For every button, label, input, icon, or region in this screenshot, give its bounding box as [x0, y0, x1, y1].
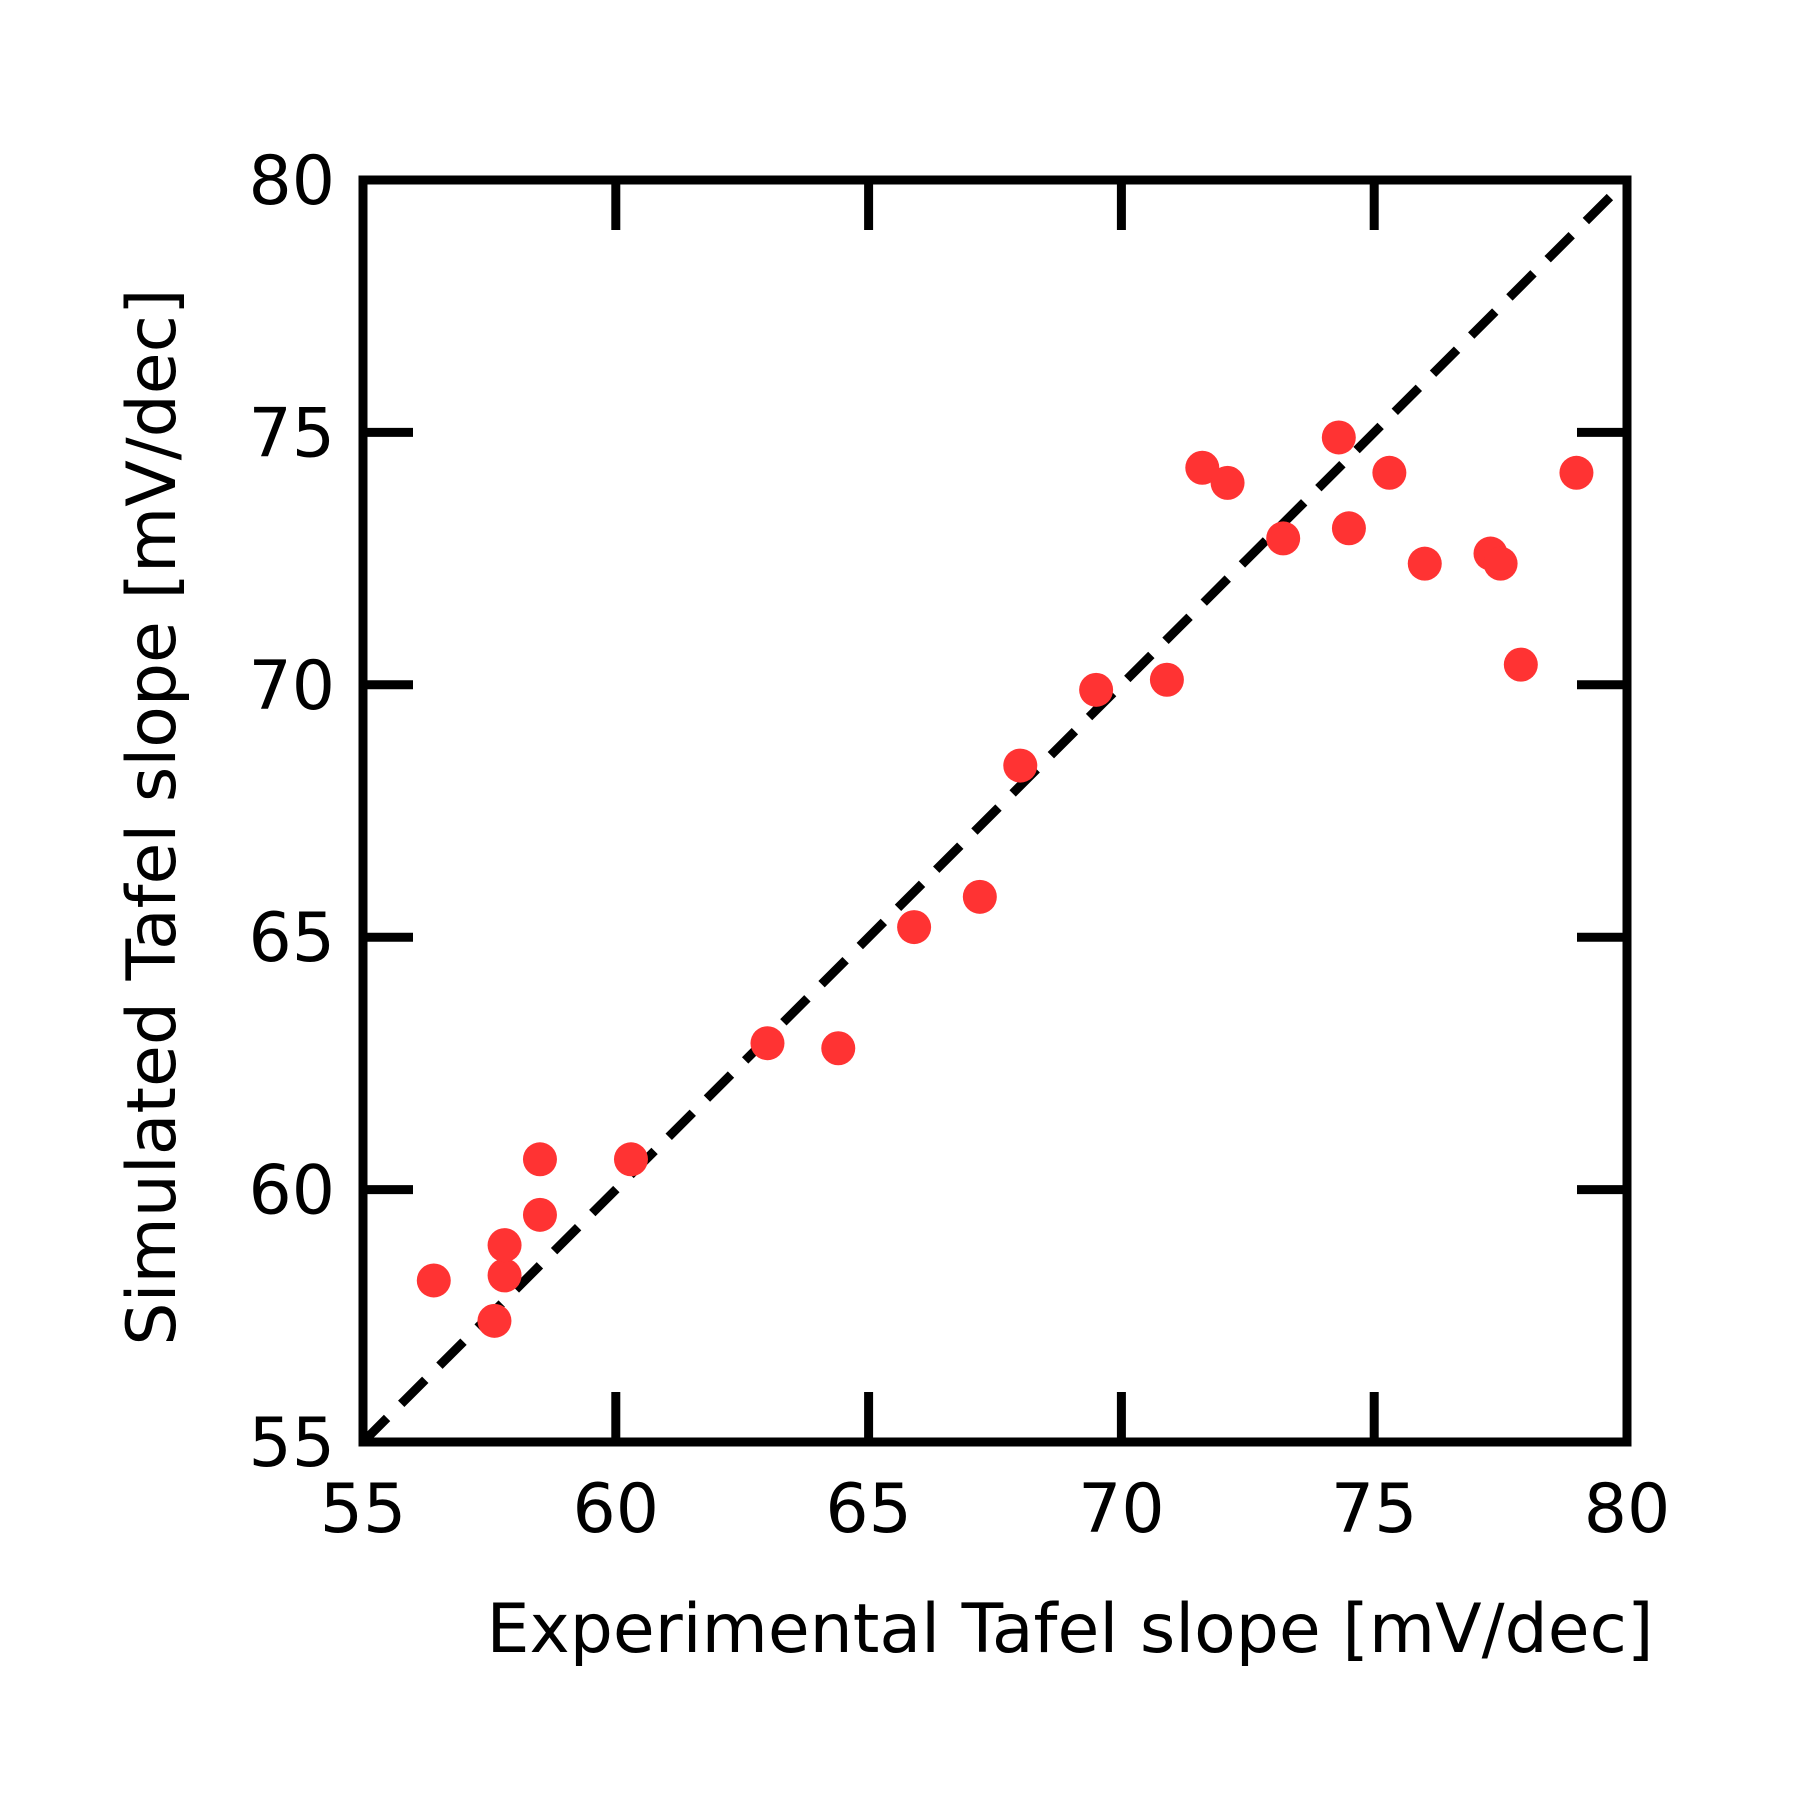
data-point-11	[962, 879, 997, 914]
data-point-23	[1483, 546, 1518, 581]
data-point-14	[1149, 662, 1184, 697]
data-point-5	[522, 1197, 557, 1232]
y-tick-labels: 55 60 65 70 75 80	[248, 142, 335, 1483]
data-point-10	[897, 910, 932, 945]
x-tick-labels: 55 60 65 70 75 80	[320, 1470, 1671, 1549]
y-tick-label-65: 65	[248, 899, 335, 978]
data-point-17	[1266, 521, 1301, 556]
x-tick-label-80: 80	[1584, 1470, 1671, 1549]
data-point-24	[1503, 647, 1538, 682]
data-point-13	[1079, 672, 1114, 707]
data-point-4	[487, 1228, 522, 1263]
y-tick-label-55: 55	[248, 1404, 335, 1483]
plot-frame	[358, 175, 1632, 1447]
data-point-2	[477, 1303, 512, 1338]
data-point-20	[1372, 455, 1407, 490]
x-tick-label-75: 75	[1331, 1470, 1418, 1549]
data-point-8	[750, 1026, 785, 1061]
data-point-1	[416, 1263, 451, 1298]
data-point-21	[1407, 546, 1442, 581]
data-point-12	[1003, 748, 1038, 783]
x-tick-label-60: 60	[573, 1470, 660, 1549]
data-point-9	[821, 1031, 856, 1066]
y-axis-label: Simulated Tafel slope [mV/dec]	[113, 288, 192, 1345]
x-tick-label-55: 55	[320, 1470, 407, 1549]
reference-diagonal-line	[359, 176, 1631, 1446]
x-axis-label: Experimental Tafel slope [mV/dec]	[487, 1590, 1654, 1669]
data-points-layer	[416, 420, 1594, 1338]
data-point-3	[487, 1258, 522, 1293]
data-point-18	[1321, 420, 1356, 455]
y-tick-label-80: 80	[248, 142, 335, 221]
data-point-7	[613, 1142, 648, 1177]
y-tick-label-70: 70	[248, 647, 335, 726]
x-tick-label-65: 65	[825, 1470, 912, 1549]
data-point-25	[1559, 455, 1594, 490]
y-tick-label-60: 60	[248, 1152, 335, 1231]
data-point-19	[1331, 511, 1366, 546]
x-tick-label-70: 70	[1078, 1470, 1165, 1549]
data-point-15	[1185, 450, 1220, 485]
y-tick-label-75: 75	[248, 394, 335, 473]
data-point-6	[522, 1142, 557, 1177]
data-point-16	[1210, 465, 1245, 500]
reference-line-layer	[359, 176, 1631, 1446]
